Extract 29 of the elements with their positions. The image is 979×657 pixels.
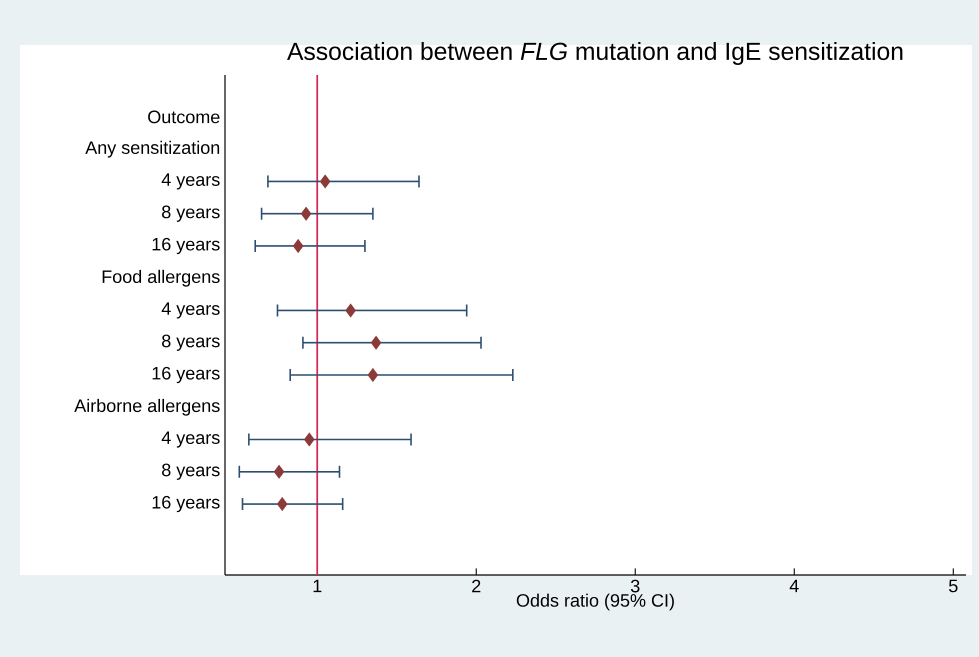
x-tick-label: 4 (790, 580, 799, 592)
point (292, 239, 304, 253)
y-tick-label: 16 years (152, 238, 220, 254)
y-tick-label: 4 years (162, 302, 220, 319)
x-tick-label: 3 (630, 580, 640, 592)
y-tick-label: 4 years (162, 431, 220, 448)
y-tick-label: Airborne allergens (74, 398, 220, 416)
point (320, 174, 330, 188)
point (300, 206, 312, 221)
point (304, 432, 315, 446)
y-tick-label: Outcome (148, 110, 220, 124)
y-tick-label: Any sensitization (85, 140, 220, 158)
y-tick-label: 8 years (162, 206, 220, 222)
x-tick-label: 2 (472, 580, 480, 592)
point (345, 304, 356, 318)
x-tick-label: 5 (948, 580, 958, 592)
x-tick-label: 1 (314, 580, 322, 592)
x-axis-title: Odds ratio (95% CI) (516, 594, 674, 610)
y-tick-label: 16 years (152, 496, 220, 512)
y-tick-label: 8 years (162, 464, 220, 480)
chart-title: Association between FLG mutation and IgE sensitization (287, 42, 902, 65)
point (368, 368, 378, 382)
point (370, 336, 382, 350)
y-tick-label: 16 years (152, 366, 220, 384)
point (274, 464, 284, 479)
y-tick-label: 4 years (162, 173, 220, 190)
y-tick-label: Food allergens (102, 270, 220, 287)
point (276, 497, 288, 511)
y-tick-label: 8 years (162, 334, 220, 351)
